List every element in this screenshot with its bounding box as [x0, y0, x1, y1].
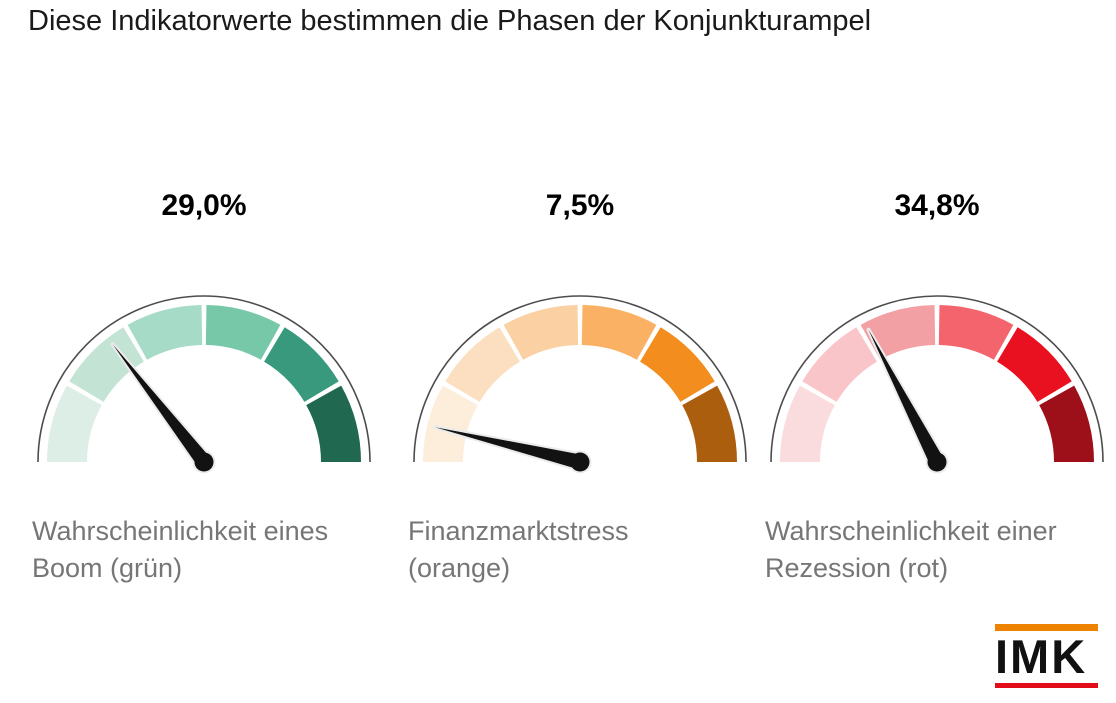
gauge-segment-5 — [640, 327, 715, 402]
gauge-segment-1 — [780, 385, 835, 462]
gauge-segment-6 — [682, 385, 737, 462]
gauge-needle — [433, 425, 592, 474]
gauge-value-finanzmarktstress: 7,5% — [545, 189, 615, 222]
gauge-segment-3 — [127, 305, 203, 360]
gauge-needle-pivot — [927, 452, 947, 472]
imk-logo-text: IMK — [995, 630, 1088, 683]
gauge-needle-pivot — [570, 452, 590, 472]
gauge-segment-3 — [503, 305, 579, 360]
gauge-segment-1 — [423, 385, 478, 462]
gauge-chart-boom — [37, 295, 371, 474]
gauge-segment-2 — [802, 327, 877, 402]
gauge-caption-line: Wahrscheinlichkeit eines — [32, 516, 329, 546]
gauge-chart-rezession — [770, 295, 1104, 474]
imk-logo: IMK — [995, 624, 1098, 688]
gauge-caption-line: (orange) — [408, 553, 511, 583]
gauge-segment-2 — [445, 327, 520, 402]
gauge-outline-arc — [37, 295, 371, 463]
gauge-segment-5 — [264, 327, 339, 402]
gauge-segment-5 — [997, 327, 1072, 402]
gauge-column-boom: 29,0% Wahrscheinlichkeit eines Boom (grü… — [30, 0, 378, 703]
gauge-column-rezession: 34,8% Wahrscheinlichkeit einer Rezession… — [763, 0, 1111, 703]
gauge-segment-4 — [205, 305, 281, 360]
gauge-needle-pivot — [194, 452, 214, 472]
gauge-segment-2 — [69, 327, 144, 402]
gauge-segment-4 — [581, 305, 657, 360]
gauge-column-finanzmarktstress: 7,5% Finanzmarktstress (orange) — [406, 0, 754, 703]
page-title: Diese Indikatorwerte bestimmen die Phase… — [28, 5, 872, 37]
gauge-outline-arc — [770, 295, 1104, 463]
gauge-chart-finanzmarktstress — [413, 295, 747, 474]
gauge-caption-boom: Wahrscheinlichkeit eines Boom (grün) — [32, 513, 408, 587]
gauge-segment-6 — [306, 385, 361, 462]
imk-logo-red-bar — [995, 683, 1098, 688]
gauge-needle — [866, 327, 949, 474]
gauge-caption-rezession: Wahrscheinlichkeit einer Rezession (rot) — [765, 513, 1116, 587]
gauge-segment-1 — [47, 385, 102, 462]
gauge-needle — [110, 342, 216, 474]
gauge-outline-arc — [413, 295, 747, 463]
gauge-caption-line: Wahrscheinlichkeit einer — [765, 516, 1057, 546]
gauge-value-rezession: 34,8% — [894, 189, 980, 222]
gauge-caption-line: Boom (grün) — [32, 553, 183, 583]
gauge-segment-6 — [1039, 385, 1094, 462]
gauge-segment-4 — [938, 305, 1014, 360]
gauge-value-boom: 29,0% — [161, 189, 247, 222]
gauge-caption-line: Finanzmarktstress — [408, 516, 629, 546]
imk-logo-orange-bar — [995, 624, 1098, 631]
gauge-caption-line: Rezession (rot) — [765, 553, 949, 583]
gauge-caption-finanzmarktstress: Finanzmarktstress (orange) — [408, 513, 784, 587]
